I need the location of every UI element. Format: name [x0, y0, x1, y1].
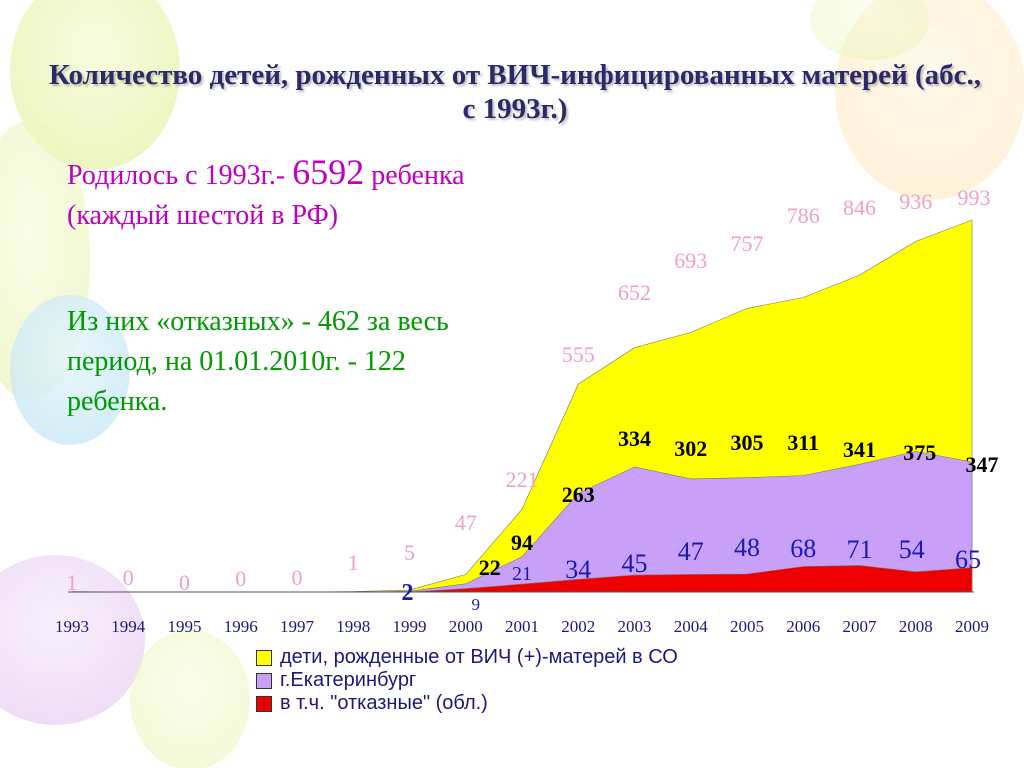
x-tick-label: 1995	[168, 617, 202, 636]
data-label-city: 347	[966, 452, 999, 477]
data-label-region: 1	[67, 570, 78, 595]
data-label-city: 263	[562, 482, 595, 507]
x-tick-label: 2006	[786, 617, 820, 636]
data-label-abandoned: 21	[512, 563, 532, 585]
data-label-city: 341	[843, 437, 876, 462]
x-tick-label: 2008	[899, 617, 933, 636]
data-label-city: 305	[731, 430, 764, 455]
data-label-region: 221	[506, 467, 539, 492]
data-label-city: 22	[479, 555, 501, 580]
x-tick-label: 2005	[730, 617, 764, 636]
legend-label-abandoned: в т.ч. "отказные" (обл.)	[280, 692, 488, 714]
x-tick-label: 2004	[674, 617, 709, 636]
legend-swatch-purple	[256, 672, 272, 689]
data-label-region: 0	[292, 565, 303, 590]
births-note: Родилось с 1993г.- 6592 ребенка (каждый …	[67, 152, 507, 236]
legend-item-city: г.Екатеринбург	[256, 669, 678, 692]
data-label-region: 5	[404, 540, 415, 565]
data-label-region: 1	[348, 550, 359, 575]
data-label-region: 47	[455, 510, 477, 535]
data-label-region: 555	[562, 342, 595, 367]
data-label-region: 993	[958, 185, 991, 210]
legend: дети, рожденные от ВИЧ (+)-матерей в СО …	[256, 646, 678, 715]
x-tick-label: 2003	[618, 617, 652, 636]
x-tick-label: 2001	[505, 617, 539, 636]
data-label-region: 846	[843, 195, 876, 220]
data-label-city: 302	[674, 436, 707, 461]
data-label-city: 334	[618, 426, 651, 451]
legend-swatch-red	[256, 695, 272, 712]
x-tick-label: 1999	[393, 617, 427, 636]
data-label-region: 0	[235, 566, 246, 591]
legend-item-region: дети, рожденные от ВИЧ (+)-матерей в СО	[256, 646, 678, 669]
x-tick-label: 1997	[280, 617, 315, 636]
x-tick-label: 1993	[55, 617, 89, 636]
data-label-region: 0	[179, 570, 190, 595]
data-label-city: 94	[511, 530, 533, 555]
data-label-region: 0	[123, 565, 134, 590]
x-tick-label: 2002	[561, 617, 595, 636]
legend-swatch-yellow	[256, 649, 272, 666]
data-label-abandoned: 65	[955, 545, 981, 574]
x-tick-label: 2000	[449, 617, 483, 636]
x-tick-label: 2009	[955, 617, 989, 636]
abandoned-note: Из них «отказных» - 462 за весь период, …	[67, 306, 449, 417]
births-total: 6592	[292, 152, 365, 192]
births-note-prefix: Родилось с 1993г.-	[67, 160, 286, 191]
data-label-city: 311	[787, 430, 819, 455]
data-label-region: 786	[787, 203, 820, 228]
legend-item-abandoned: в т.ч. "отказные" (обл.)	[256, 692, 678, 715]
data-label-abandoned: 34	[565, 555, 591, 584]
legend-label-city: г.Екатеринбург	[280, 669, 417, 691]
data-label-region: 936	[899, 189, 932, 214]
x-tick-label: 1994	[111, 617, 146, 636]
data-label-abandoned: 71	[847, 535, 873, 564]
data-label-region: 652	[618, 280, 651, 305]
data-label-abandoned: 9	[472, 595, 481, 614]
data-label-city: 375	[903, 440, 936, 465]
chart-title: Количество детей, рожденных от ВИЧ-инфиц…	[48, 59, 982, 125]
x-tick-label: 2007	[843, 617, 878, 636]
data-label-abandoned: 68	[790, 534, 816, 563]
x-tick-label: 1996	[224, 617, 258, 636]
births-note-suffix: ребенка (каждый шестой в РФ)	[67, 160, 465, 231]
x-tick-label: 1998	[336, 617, 370, 636]
data-label-abandoned: 45	[622, 549, 648, 578]
data-label-abandoned: 54	[899, 535, 925, 564]
data-label-abandoned: 48	[734, 533, 760, 562]
data-label-region: 693	[674, 248, 707, 273]
data-label-city: 2	[402, 580, 414, 606]
legend-label-region: дети, рожденные от ВИЧ (+)-матерей в СО	[280, 646, 678, 668]
data-label-region: 757	[731, 231, 764, 256]
data-label-abandoned: 47	[678, 537, 704, 566]
